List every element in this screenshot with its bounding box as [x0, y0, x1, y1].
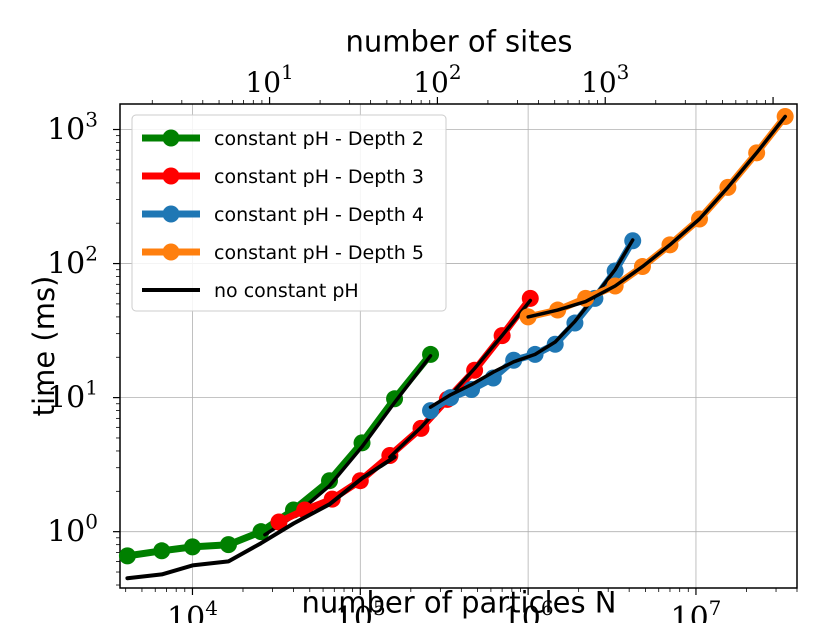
no-constant-ph-overlay-line — [526, 114, 787, 319]
data-point — [521, 289, 539, 307]
x-tick-label: 106 — [503, 596, 554, 623]
data-point — [320, 472, 338, 490]
y-tick-label: 101 — [47, 376, 98, 416]
x-tick-labels: 104 105 106 107 — [167, 596, 721, 623]
x-axis-label: number of particles N — [302, 586, 617, 620]
legend-swatch-marker — [162, 129, 180, 147]
series-group — [118, 108, 794, 581]
y-tick-label: 100 — [47, 510, 98, 550]
legend-swatch-marker — [162, 243, 180, 261]
series-no-constant-ph — [125, 455, 397, 581]
legend: constant pH - Depth 2 constant pH - Depth… — [131, 114, 447, 312]
y-axis-label: time (ms) — [27, 276, 61, 417]
top-x-tick-label: 102 — [413, 60, 461, 99]
legend-box — [131, 114, 447, 312]
legend-label: constant pH - Depth 3 — [214, 166, 424, 188]
legend-swatch-marker — [162, 205, 180, 223]
legend-label: constant pH - Depth 5 — [214, 242, 424, 264]
tick-marks — [113, 97, 798, 595]
top-x-tick-labels: 101 102 103 — [245, 60, 629, 99]
no-constant-ph-overlay-line — [428, 238, 635, 409]
y-tick-label: 103 — [47, 108, 98, 148]
legend-entry-constant-ph-depth-4: constant pH - Depth 4 — [142, 204, 424, 226]
data-point — [183, 538, 201, 556]
series-line — [125, 455, 397, 581]
top-x-tick-label: 103 — [581, 60, 629, 99]
x-tick-label: 104 — [167, 596, 218, 623]
data-point — [270, 513, 288, 531]
data-point — [219, 536, 237, 554]
legend-entry-constant-ph-depth-5: constant pH - Depth 5 — [142, 242, 424, 264]
top-x-axis-label: number of sites — [345, 25, 572, 59]
data-point — [153, 542, 171, 560]
legend-entry-no-constant-ph: no constant pH — [142, 280, 359, 302]
no-constant-ph-overlay-line — [388, 298, 533, 459]
y-tick-label: 102 — [47, 242, 98, 282]
legend-entry-constant-ph-depth-3: constant pH - Depth 3 — [142, 166, 424, 188]
legend-swatch-marker — [162, 167, 180, 185]
plot-frame — [119, 103, 798, 589]
legend-label: constant pH - Depth 4 — [214, 204, 424, 226]
data-point — [118, 547, 136, 565]
x-tick-label: 105 — [335, 596, 386, 623]
series-constant-ph-depth-5 — [519, 108, 794, 326]
legend-label: constant pH - Depth 2 — [214, 128, 424, 150]
x-tick-label: 107 — [670, 596, 721, 623]
series-line — [524, 113, 789, 321]
y-tick-labels: 100 101 102 103 — [47, 108, 98, 550]
legend-entry-constant-ph-depth-2: constant pH - Depth 2 — [142, 128, 424, 150]
legend-label: no constant pH — [214, 280, 359, 302]
series-constant-ph-depth-4 — [422, 232, 642, 420]
top-x-tick-label: 101 — [245, 60, 293, 99]
